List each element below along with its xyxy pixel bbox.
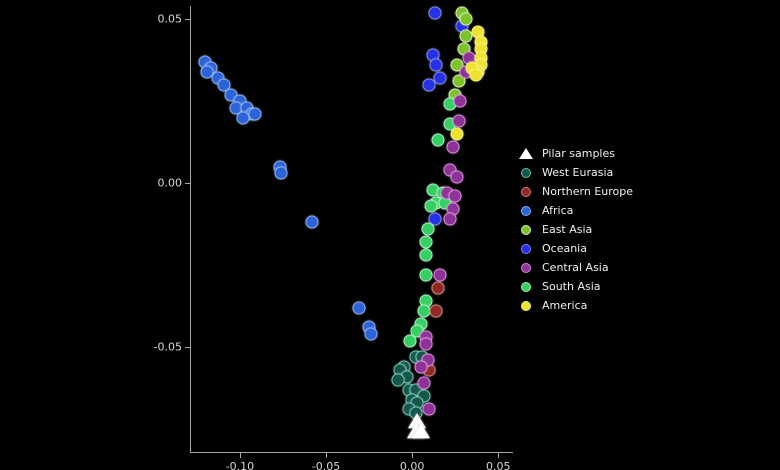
scatter-point: [452, 114, 466, 128]
circle-icon: [520, 186, 531, 197]
circle-icon: [520, 281, 531, 292]
y-tick-label: 0.05: [157, 12, 183, 26]
circle-icon: [520, 224, 531, 235]
scatter-point: [428, 212, 441, 226]
legend-circle-icon: [518, 205, 533, 216]
legend-circle-icon: [518, 281, 533, 292]
legend-item: Oceania: [518, 239, 633, 258]
scatter-point: [391, 373, 405, 387]
scatter-point: [424, 199, 438, 213]
legend-item: West Eurasia: [518, 163, 633, 182]
scatter-point: [421, 222, 435, 236]
scatter-point: [200, 65, 214, 79]
scatter-point: [469, 68, 483, 82]
circle-icon: [520, 262, 531, 273]
scatter-point: [419, 235, 433, 249]
y-tick-label: -0.05: [153, 340, 182, 354]
circle-icon: [520, 243, 531, 254]
scatter-point: [217, 78, 231, 92]
scatter-point: [433, 268, 447, 282]
x-tick-label: 0.00: [399, 460, 425, 470]
scatter-point: [431, 281, 445, 295]
legend-label: Africa: [542, 204, 574, 217]
scatter-point: [459, 29, 472, 42]
x-tick: [412, 453, 414, 458]
legend-circle-icon: [518, 300, 533, 311]
pilar-sample-marker: [411, 423, 430, 439]
legend: Pilar samples West Eurasia Northern Europe…: [518, 144, 633, 315]
scatter-point: [422, 402, 436, 416]
y-tick: [185, 347, 190, 349]
scatter-point: [450, 170, 464, 184]
scatter-point: [414, 360, 428, 374]
legend-label: Pilar samples: [542, 147, 615, 160]
scatter-point: [431, 133, 445, 147]
scatter-point: [450, 127, 464, 141]
legend-item: South Asia: [518, 277, 633, 296]
scatter-point: [422, 78, 436, 92]
scatter-point: [419, 268, 433, 282]
legend-circle-icon: [518, 262, 533, 273]
scatter-point: [429, 58, 443, 72]
legend-circle-icon: [518, 167, 533, 178]
triangle-icon: [518, 148, 533, 159]
y-tick: [185, 183, 190, 185]
scatter-point: [248, 107, 262, 121]
scatter-point: [433, 71, 447, 85]
x-tick-label: -0.05: [311, 460, 341, 470]
x-tick: [498, 453, 500, 458]
scatter-point: [443, 212, 457, 226]
legend-label: Oceania: [542, 242, 587, 255]
legend-label: East Asia: [542, 223, 593, 236]
scatter-point: [364, 327, 378, 341]
x-tick: [239, 453, 241, 458]
scatter-point: [352, 301, 366, 315]
legend-label: America: [542, 299, 588, 312]
legend-item: Africa: [518, 201, 633, 220]
scatter-point: [419, 337, 433, 351]
scatter-point: [429, 304, 443, 318]
x-tick-label: 0.05: [485, 460, 511, 470]
legend-label: Central Asia: [542, 261, 609, 274]
scatter-point: [459, 12, 472, 26]
legend-triangle-icon: [518, 148, 533, 159]
scatter-point: [452, 74, 466, 88]
legend-item: East Asia: [518, 220, 633, 239]
scatter-point: [274, 166, 288, 180]
legend-item: Pilar samples: [518, 144, 633, 163]
legend-label: Northern Europe: [542, 185, 634, 198]
scatter-point: [448, 189, 462, 203]
y-tick-label: 0.00: [157, 176, 183, 190]
circle-icon: [520, 167, 531, 178]
scatter-point: [305, 215, 319, 229]
scatter-point: [417, 376, 431, 390]
legend-item: Central Asia: [518, 258, 633, 277]
legend-item: Northern Europe: [518, 182, 633, 201]
circle-icon: [520, 205, 531, 216]
x-tick: [326, 453, 328, 458]
y-tick: [185, 19, 190, 21]
circle-icon: [520, 300, 531, 311]
legend-circle-icon: [518, 243, 533, 254]
legend-item: America: [518, 296, 633, 315]
scatter-point: [403, 334, 417, 347]
scatter-point: [419, 248, 433, 262]
scatter-point: [428, 6, 441, 20]
plot-area: [190, 6, 513, 453]
x-tick-label: -0.10: [225, 460, 255, 470]
legend-label: West Eurasia: [542, 166, 614, 179]
legend-label: South Asia: [542, 280, 601, 293]
scatter-point: [453, 94, 467, 108]
scatter-point: [446, 140, 460, 154]
legend-circle-icon: [518, 186, 533, 197]
scatter-point: [417, 304, 431, 318]
legend-circle-icon: [518, 224, 533, 235]
scatter-point: [236, 111, 250, 124]
